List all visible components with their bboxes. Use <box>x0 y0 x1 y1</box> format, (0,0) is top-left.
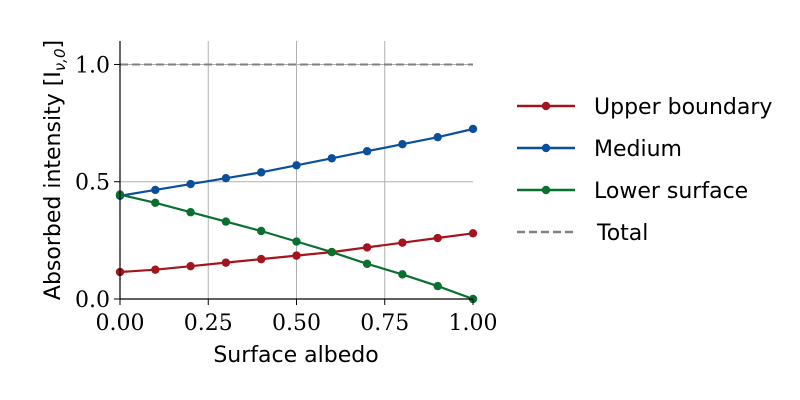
data-point-medium <box>221 174 231 183</box>
data-point-medium <box>433 132 442 142</box>
data-point-upper-boundary <box>362 243 372 252</box>
x-tick-label: 0.00 <box>96 311 145 336</box>
legend-label-upper-boundary: Upper boundary <box>594 95 772 120</box>
legend-label-medium: Medium <box>594 137 682 162</box>
data-point-medium <box>468 124 478 134</box>
y-tick-label: 1.0 <box>75 53 110 78</box>
x-ticks: 0.00 0.25 0.50 0.75 1.00 <box>96 299 498 336</box>
data-point-lower-surface <box>151 198 160 208</box>
data-point-upper-boundary <box>151 265 160 274</box>
data-point-upper-boundary <box>398 238 407 247</box>
legend: Upper boundary Medium Lower surface Total <box>517 95 772 246</box>
legend-marker-upper-boundary <box>541 101 551 111</box>
data-point-upper-boundary <box>257 254 266 264</box>
data-point-lower-surface <box>221 217 231 226</box>
y-axis-title-subscript: ν,0 <box>51 49 69 72</box>
y-tick-label: 0.5 <box>75 171 110 196</box>
y-axis-title: Absorbed intensity [Iν,0] <box>41 40 69 300</box>
data-point-lower-surface <box>398 270 407 279</box>
data-point-lower-surface <box>433 281 442 291</box>
data-point-upper-boundary <box>292 251 301 260</box>
data-point-medium <box>362 147 372 156</box>
y-tick-label: 0.0 <box>75 288 110 313</box>
data-point-lower-surface <box>327 247 336 257</box>
data-point-medium <box>186 179 195 189</box>
legend-marker-medium <box>541 143 551 153</box>
data-point-medium <box>292 161 301 170</box>
y-axis-title-close: ] <box>41 40 66 49</box>
legend-label-lower-surface: Lower surface <box>594 179 748 204</box>
data-point-lower-surface <box>362 259 372 269</box>
x-tick-label: 1.00 <box>449 311 498 336</box>
data-point-lower-surface <box>257 226 266 236</box>
grid <box>120 41 473 299</box>
data-point-lower-surface <box>292 237 301 246</box>
legend-label-total: Total <box>596 221 648 246</box>
x-tick-label: 0.50 <box>272 311 321 336</box>
data-point-medium <box>398 140 407 149</box>
data-point-lower-surface <box>186 208 195 217</box>
series-layer <box>115 63 478 304</box>
x-tick-label: 0.25 <box>184 311 233 336</box>
x-tick-label: 0.75 <box>360 311 409 336</box>
data-point-upper-boundary <box>221 258 231 267</box>
legend-marker-lower-surface <box>541 185 551 195</box>
data-point-medium <box>151 185 160 195</box>
y-axis-title-main: Absorbed intensity [I <box>41 71 66 300</box>
x-axis-title: Surface albedo <box>213 343 378 368</box>
data-point-upper-boundary <box>468 229 478 238</box>
y-ticks: 0.0 0.5 1.0 <box>75 53 120 313</box>
data-point-medium <box>257 168 266 177</box>
data-point-upper-boundary <box>186 261 195 271</box>
data-point-upper-boundary <box>433 233 442 243</box>
data-point-medium <box>327 154 336 163</box>
